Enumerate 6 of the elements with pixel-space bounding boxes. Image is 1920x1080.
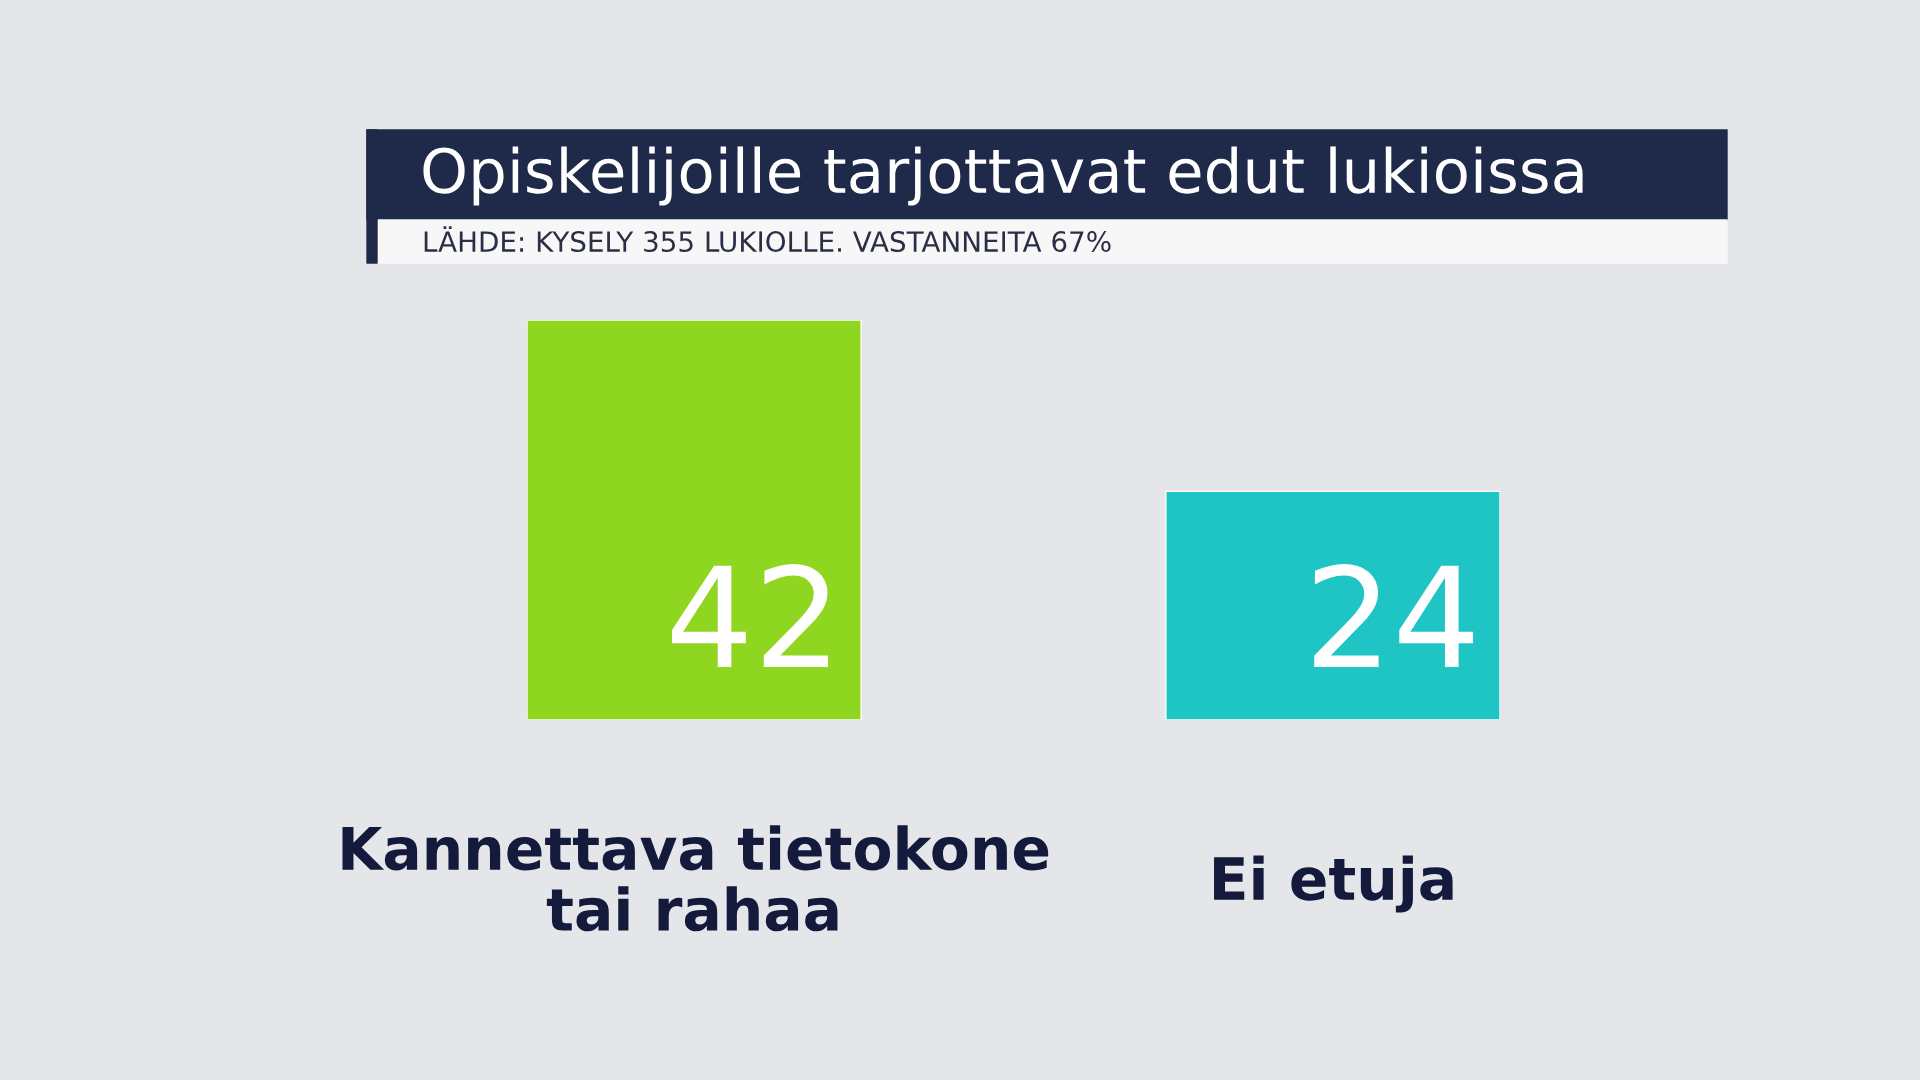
chart-title: Opiskelijoille tarjottavat edut lukioissa [423, 146, 1583, 206]
data-label: 24 [1314, 564, 1474, 668]
x-tick-label: Kannettava tietokone tai rahaa [342, 825, 1049, 932]
chart-subtitle: LÄHDE: KYSELY 355 LUKIOLLE. VASTANNEITA 67% [424, 226, 1111, 253]
data-label: 42 [672, 564, 829, 668]
x-tick-label: Ei etuja [1214, 855, 1453, 913]
